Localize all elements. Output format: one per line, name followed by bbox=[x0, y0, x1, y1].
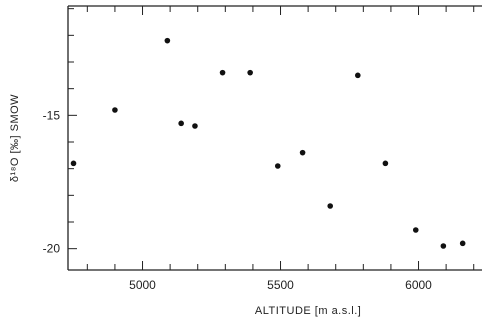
data-point bbox=[382, 160, 389, 167]
x-tick-label: 6000 bbox=[405, 278, 432, 292]
data-point bbox=[164, 37, 171, 44]
x-tick-label: 5000 bbox=[129, 278, 156, 292]
data-point bbox=[440, 243, 447, 249]
data-point bbox=[192, 123, 198, 129]
data-points-layer bbox=[70, 37, 466, 249]
ticks-layer: 5000 5500 6000 -15 -20 bbox=[43, 6, 475, 292]
data-point bbox=[412, 227, 419, 233]
data-point bbox=[355, 72, 361, 79]
x-tick-label: 5500 bbox=[267, 278, 294, 292]
x-axis-title: ALTITUDE [m a.s.l.] bbox=[255, 305, 361, 317]
data-point bbox=[274, 163, 281, 169]
data-point bbox=[459, 240, 466, 247]
data-point bbox=[70, 160, 77, 167]
y-tick-label: -15 bbox=[43, 108, 61, 122]
data-point bbox=[247, 69, 253, 76]
data-point bbox=[299, 149, 306, 156]
y-tick-label: -20 bbox=[43, 242, 61, 256]
data-point bbox=[327, 203, 334, 209]
data-point bbox=[178, 120, 184, 127]
data-point bbox=[219, 69, 226, 76]
data-point bbox=[112, 107, 118, 113]
y-axis-title: δ¹⁸O [‰] SMOW bbox=[9, 94, 21, 182]
plot-frame-layer bbox=[67, 5, 482, 271]
